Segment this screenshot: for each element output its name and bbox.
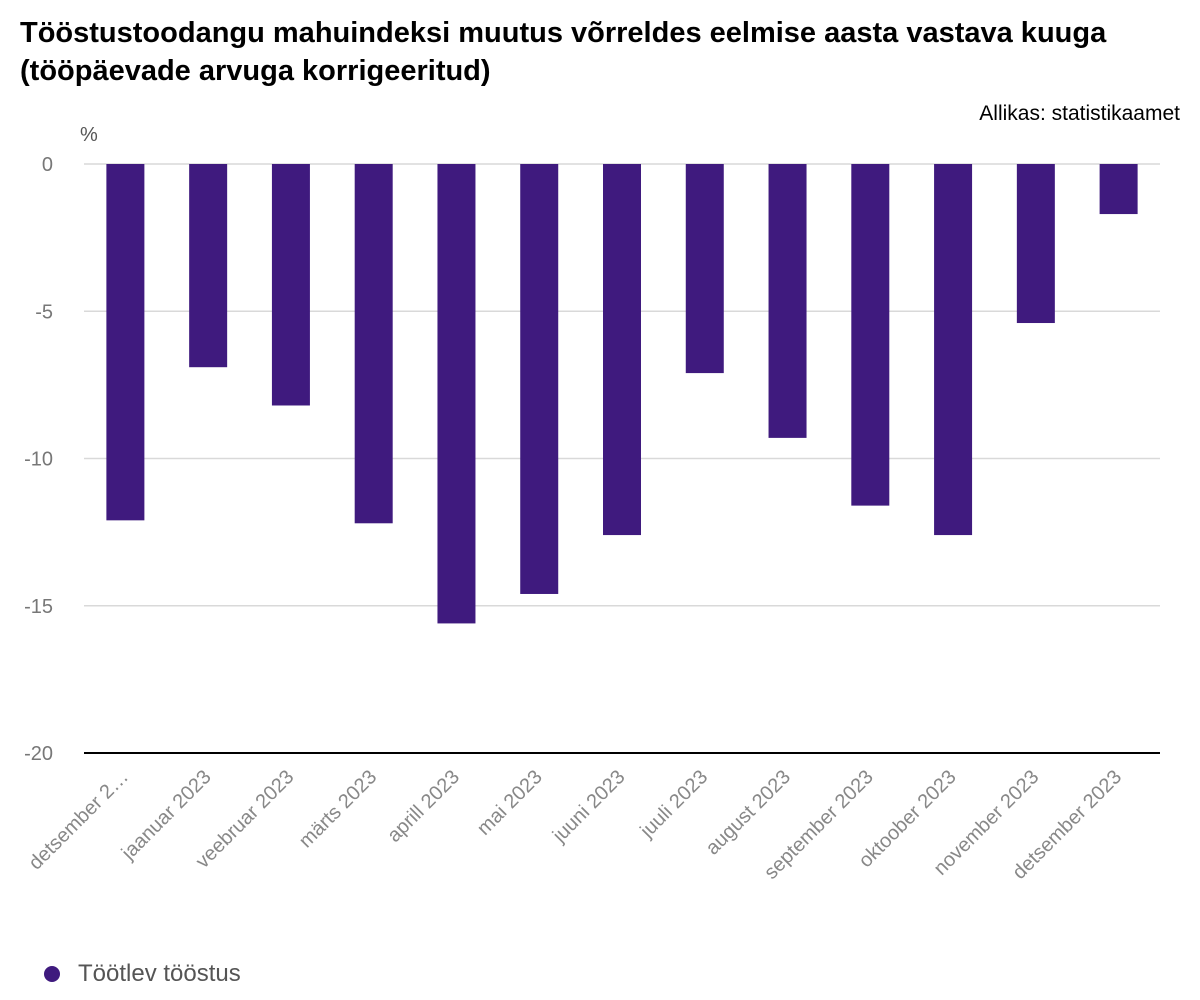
x-tick-label: märts 2023 (295, 766, 381, 852)
y-tick-label: 0 (42, 154, 53, 176)
x-tick-label: aprill 2023 (383, 766, 464, 847)
bar[interactable] (1099, 164, 1138, 215)
y-tick-label: -5 (35, 301, 53, 323)
y-tick-label: -20 (24, 743, 53, 765)
bar[interactable] (1016, 164, 1055, 324)
bar[interactable] (934, 164, 973, 536)
bar[interactable] (685, 164, 724, 374)
bar[interactable] (851, 164, 890, 506)
chart-title: Tööstustoodangu mahuindeksi muutus võrre… (20, 17, 1107, 87)
x-tick-label: juuli 2023 (635, 766, 712, 843)
legend[interactable]: Töötlev tööstus (44, 960, 241, 988)
x-tick-label: mai 2023 (473, 766, 547, 840)
legend-label: Töötlev tööstus (78, 960, 241, 987)
bar[interactable] (768, 164, 807, 438)
x-tick-label: juuni 2023 (548, 766, 630, 848)
bar[interactable] (271, 164, 310, 406)
bar[interactable] (603, 164, 641, 536)
bar[interactable] (437, 164, 476, 624)
x-tick-label: detsember 2… (25, 766, 133, 874)
y-tick-label: -15 (24, 596, 53, 618)
y-tick-label: -10 (24, 449, 53, 471)
source-label: Allikas: statistikaamet (979, 102, 1180, 125)
bars (106, 164, 1138, 624)
bar[interactable] (106, 164, 145, 521)
bar[interactable] (189, 164, 228, 368)
bar[interactable] (520, 164, 559, 594)
x-tick-label: august 2023 (702, 766, 795, 859)
y-axis-ticks: 0 -5 -10 -15 -20 (24, 154, 53, 765)
bar[interactable] (354, 164, 393, 524)
y-axis-unit: % (80, 124, 98, 146)
legend-swatch-icon (44, 966, 60, 982)
